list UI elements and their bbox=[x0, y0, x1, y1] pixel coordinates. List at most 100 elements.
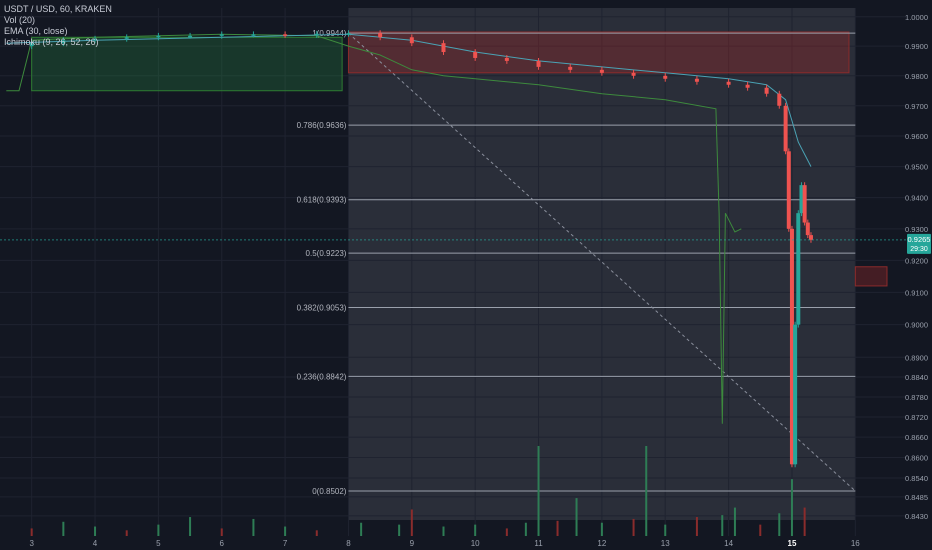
volume-bar bbox=[575, 498, 578, 536]
volume-bar bbox=[410, 509, 413, 536]
candle bbox=[802, 185, 807, 223]
time-tick-label: 3 bbox=[29, 539, 34, 548]
fib-level-label: 0.236(0.8842) bbox=[297, 372, 347, 381]
time-tick-label: 12 bbox=[597, 539, 606, 548]
fib-level-label: 1(0.9944) bbox=[312, 29, 347, 38]
candle bbox=[805, 222, 810, 236]
price-tick-label: 0.8900 bbox=[905, 353, 928, 362]
price-tick-label: 0.8660 bbox=[905, 433, 928, 442]
time-tick-label: 16 bbox=[851, 539, 860, 548]
candle bbox=[61, 40, 66, 44]
volume-bar bbox=[600, 522, 603, 536]
ema-line bbox=[6, 33, 812, 167]
candle bbox=[283, 34, 288, 36]
ichimoku-cloud bbox=[347, 31, 850, 74]
fib-level-label: 0.786(0.9636) bbox=[297, 121, 347, 130]
price-tick-label: 0.9800 bbox=[905, 72, 928, 81]
time-tick-label: 8 bbox=[346, 539, 351, 548]
candle bbox=[219, 34, 224, 36]
volume-bar bbox=[632, 518, 635, 536]
candle bbox=[786, 151, 791, 229]
price-tick-label: 0.8485 bbox=[905, 493, 928, 502]
volume-bar bbox=[695, 517, 698, 536]
volume-bar bbox=[778, 513, 781, 536]
candle bbox=[251, 34, 256, 36]
price-tick-label: 0.9500 bbox=[905, 163, 928, 172]
candle bbox=[536, 60, 541, 67]
volume-bar bbox=[30, 528, 33, 536]
candle bbox=[783, 105, 788, 152]
candle bbox=[188, 35, 193, 38]
time-tick-label: 10 bbox=[471, 539, 480, 548]
candle bbox=[124, 37, 129, 39]
time-tick-label: 6 bbox=[220, 539, 225, 548]
candle bbox=[694, 78, 699, 82]
candle bbox=[726, 81, 731, 85]
candle bbox=[504, 57, 509, 61]
indicator-ichimoku[interactable]: Ichimoku (9, 26, 52, 26) bbox=[4, 37, 99, 47]
price-axis bbox=[906, 0, 932, 550]
candle bbox=[796, 213, 801, 325]
time-tick-label: 4 bbox=[93, 539, 98, 548]
fib-level-label: 0.5(0.9223) bbox=[306, 249, 347, 258]
candle bbox=[663, 75, 668, 79]
candle bbox=[599, 69, 604, 73]
volume-bar bbox=[556, 520, 559, 536]
price-tick-label: 0.8600 bbox=[905, 453, 928, 462]
volume-bar bbox=[803, 507, 806, 536]
candle bbox=[93, 38, 98, 41]
symbol-line[interactable]: USDT / USD, 60, KRAKEN bbox=[4, 4, 112, 14]
candle bbox=[473, 52, 478, 58]
time-tick-label: 9 bbox=[410, 539, 415, 548]
candle bbox=[346, 33, 351, 35]
volume-bar bbox=[284, 526, 287, 536]
ichimoku-lagging-span-line bbox=[6, 33, 742, 424]
price-tick-label: 0.8720 bbox=[905, 413, 928, 422]
volume-bar bbox=[315, 530, 318, 536]
volume-bar bbox=[220, 528, 223, 536]
price-tick-label: 0.8540 bbox=[905, 474, 928, 483]
price-tick-label: 0.8430 bbox=[905, 512, 928, 521]
ichimoku-cloud bbox=[31, 36, 343, 92]
candle bbox=[777, 93, 782, 106]
volume-bar bbox=[189, 517, 192, 536]
price-tick-label: 0.9000 bbox=[905, 321, 928, 330]
price-tick-label: 0.9300 bbox=[905, 225, 928, 234]
volume-bar bbox=[62, 521, 65, 536]
candle bbox=[764, 87, 769, 94]
volume-bar bbox=[524, 522, 527, 536]
price-tick-label: 0.9400 bbox=[905, 194, 928, 203]
price-tick-label: 0.9600 bbox=[905, 132, 928, 141]
time-axis bbox=[0, 537, 932, 550]
candle bbox=[378, 33, 383, 38]
volume-bar bbox=[645, 446, 648, 536]
candle bbox=[568, 66, 573, 70]
chart-legend: USDT / USD, 60, KRAKEN Vol (20) EMA (30,… bbox=[4, 4, 112, 48]
indicator-volume[interactable]: Vol (20) bbox=[4, 15, 36, 25]
volume-bar bbox=[790, 479, 793, 536]
candle bbox=[409, 37, 414, 44]
bar-countdown-label: 29:30 bbox=[910, 246, 928, 253]
time-tick-label: 15 bbox=[788, 539, 797, 548]
volume-bar bbox=[664, 524, 667, 536]
last-price-badge bbox=[907, 233, 931, 254]
price-tick-label: 0.8840 bbox=[905, 373, 928, 382]
volume-bar bbox=[125, 530, 128, 536]
fib-level-label: 0.618(0.9393) bbox=[297, 196, 347, 205]
volume-bar bbox=[474, 524, 477, 536]
candle bbox=[314, 33, 319, 36]
volume-bar bbox=[442, 526, 445, 536]
time-tick-label: 5 bbox=[156, 539, 161, 548]
fib-level-label: 0.382(0.9053) bbox=[297, 303, 347, 312]
indicator-ema[interactable]: EMA (30, close) bbox=[4, 26, 68, 36]
volume-bar bbox=[759, 524, 762, 536]
volume-bar bbox=[733, 507, 736, 536]
candle bbox=[631, 72, 636, 76]
time-tick-label: 14 bbox=[724, 539, 733, 548]
volume-bar bbox=[505, 528, 508, 536]
volume-bar bbox=[360, 522, 363, 536]
last-price-label: 0.9265 bbox=[908, 235, 931, 244]
time-tick-label: 7 bbox=[283, 539, 288, 548]
